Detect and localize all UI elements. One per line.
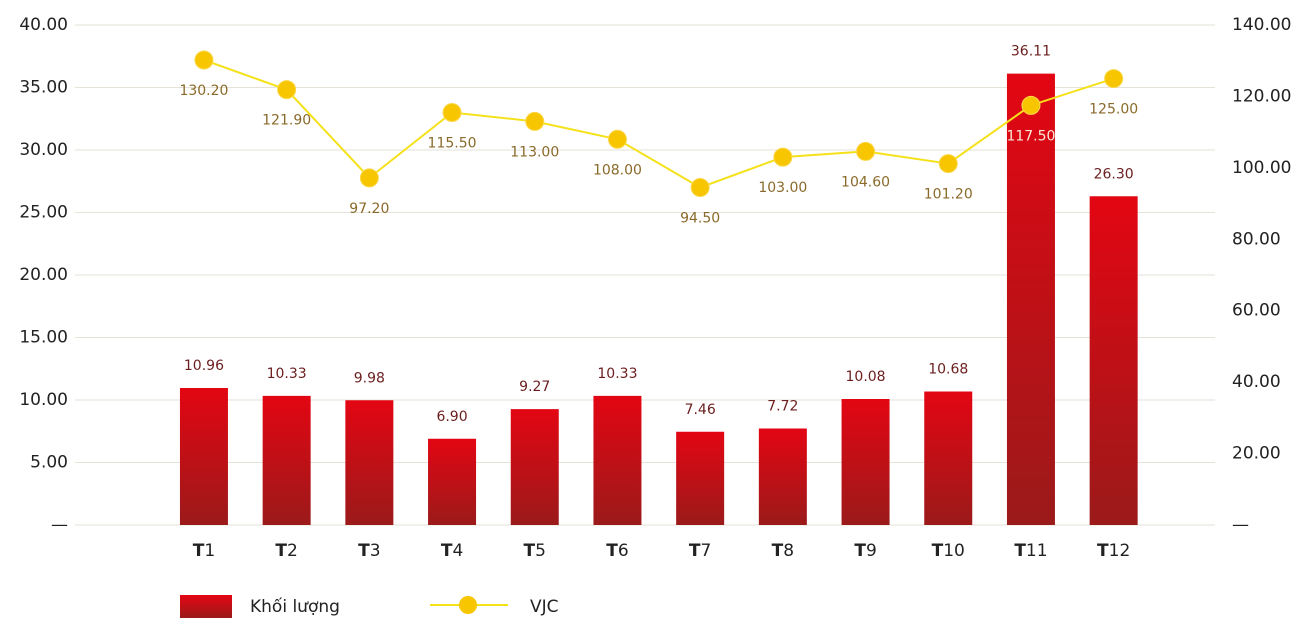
legend-label: Khối lượng [250,596,340,617]
bar-value-label: 10.08 [846,369,886,385]
bar [510,409,559,525]
line-point [938,154,958,174]
y2-tick-label: — [1232,515,1249,535]
line-value-label: 115.50 [428,136,477,152]
line-value-label: 94.50 [680,211,720,227]
bar [1089,196,1138,525]
line-value-label: 104.60 [841,174,890,190]
line-point [525,111,545,131]
bar-value-label: 10.96 [184,358,224,374]
y2-tick-label: 40.00 [1232,372,1281,392]
bar [924,391,973,525]
y2-tick-label: 80.00 [1232,229,1281,249]
x-tick-label: T6 [606,541,628,561]
legend-swatch [180,595,232,618]
bar [262,395,311,525]
line-value-label: 113.00 [510,144,559,160]
bar [179,388,228,525]
bar [676,431,725,525]
bar [841,399,890,525]
line-value-label: 108.00 [593,162,642,178]
x-tick-label: T12 [1097,541,1130,561]
bar [758,428,807,525]
x-tick-label: T8 [772,541,794,561]
y-tick-label: 25.00 [19,203,68,223]
y2-tick-label: 140.00 [1232,15,1291,35]
line-point [607,129,627,149]
bar-value-label: 7.46 [685,402,716,418]
y-tick-label: 30.00 [19,140,68,160]
line-point [856,141,876,161]
line-value-label: 117.50 [1006,128,1055,144]
bar-value-label: 7.72 [767,399,798,415]
line-point [1021,95,1041,115]
y-tick-label: 20.00 [19,265,68,285]
x-tick-label: T11 [1014,541,1047,561]
x-tick-label: T9 [854,541,876,561]
bar-value-label: 26.30 [1094,166,1134,182]
bar [593,395,642,525]
bar-value-label: 10.33 [597,366,637,382]
bar-value-label: 10.33 [267,366,307,382]
line-value-label: 130.20 [179,83,228,99]
line-point [442,103,462,122]
line-value-label: 103.00 [758,180,807,196]
line-point [690,178,710,197]
bar-value-label: 36.11 [1011,44,1051,60]
y2-tick-label: 20.00 [1232,444,1281,464]
bar [1006,73,1055,525]
y-tick-label: 5.00 [30,453,68,473]
line-point [194,50,214,70]
x-tick-label: T3 [358,541,380,561]
line-point [773,147,793,167]
y2-tick-label: 100.00 [1232,158,1291,178]
bar-value-label: 6.90 [436,409,467,425]
bar [345,400,394,525]
x-tick-label: T2 [275,541,297,561]
bar-value-label: 9.98 [354,370,385,386]
line-point [359,168,379,188]
y-tick-label: 40.00 [19,15,68,35]
bar-value-label: 10.68 [928,362,968,378]
line-point [1104,69,1124,89]
y2-tick-label: 60.00 [1232,301,1281,321]
x-tick-label: T10 [932,541,965,561]
y2-tick-label: 120.00 [1232,86,1291,106]
line-value-label: 101.20 [924,187,973,203]
legend-marker [459,596,477,614]
y-tick-label: — [51,515,68,535]
y-tick-label: 15.00 [19,328,68,348]
bar [428,438,477,525]
line-value-label: 97.20 [349,201,389,217]
bar-value-label: 9.27 [519,379,550,395]
x-tick-label: T4 [441,541,463,561]
line-point [277,80,297,100]
x-tick-label: T1 [193,541,215,561]
line [203,59,1114,189]
x-tick-label: T7 [689,541,711,561]
line-value-label: 121.90 [262,113,311,129]
legend-label: VJC [530,597,559,617]
y-tick-label: 35.00 [19,78,68,98]
line-value-label: 125.00 [1089,102,1138,118]
x-tick-label: T5 [524,541,546,561]
y-tick-label: 10.00 [19,390,68,410]
